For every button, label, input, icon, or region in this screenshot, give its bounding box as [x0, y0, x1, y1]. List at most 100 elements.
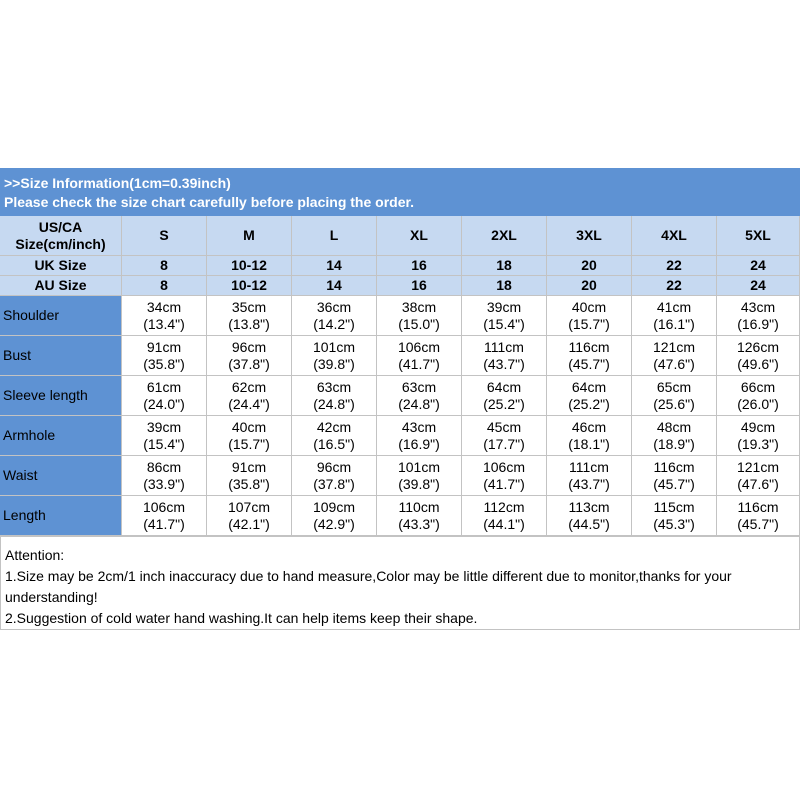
note-line: 1.Size may be 2cm/1 inch inaccuracy due …: [5, 568, 732, 605]
data-cell: 48cm (18.9"): [632, 416, 717, 456]
data-cell: 39cm (15.4"): [122, 416, 207, 456]
size-value: 14: [326, 277, 342, 293]
data-cell: 111cm (43.7"): [547, 456, 632, 496]
inch-value: (26.0"): [737, 395, 779, 412]
inch-value: (49.6"): [737, 355, 779, 372]
data-cell: 115cm (45.3"): [632, 496, 717, 536]
header-cell: 10-12: [207, 256, 292, 276]
header-cell: 22: [632, 276, 717, 296]
size-value: 16: [411, 257, 427, 273]
data-cell: 61cm (24.0"): [122, 376, 207, 416]
cm-value: 96cm: [316, 458, 352, 475]
cm-value: 36cm: [316, 298, 352, 315]
row-label: AU Size: [34, 277, 87, 293]
inch-value: (47.6"): [737, 475, 779, 492]
data-cell: 49cm (19.3"): [717, 416, 800, 456]
cm-value: 46cm: [571, 418, 607, 435]
data-cell: 36cm (14.2"): [292, 296, 377, 336]
inch-value: (14.2"): [313, 315, 355, 332]
inch-value: (45.7"): [737, 515, 779, 532]
inch-value: (16.9"): [737, 315, 779, 332]
row-label: Shoulder: [3, 307, 60, 323]
banner-line: Please check the size chart carefully be…: [4, 194, 415, 210]
inch-value: (19.3"): [737, 435, 779, 452]
data-cell: 101cm (39.8"): [377, 456, 462, 496]
cm-value: 63cm: [401, 378, 437, 395]
size-value: 10-12: [231, 257, 267, 273]
header-cell: UK Size: [0, 256, 122, 276]
header-cell: 16: [377, 276, 462, 296]
size-label: L: [329, 227, 339, 243]
data-cell: 101cm (39.8"): [292, 336, 377, 376]
inch-value: (45.7"): [653, 475, 695, 492]
cm-value: 34cm: [146, 298, 182, 315]
inch-value: (17.7"): [483, 435, 525, 452]
cm-value: 48cm: [656, 418, 692, 435]
data-cell: 91cm (35.8"): [207, 456, 292, 496]
row-label: Length: [3, 507, 46, 523]
inch-value: (42.9"): [313, 515, 355, 532]
row-label: UK Size: [34, 257, 87, 273]
data-cell: 38cm (15.0"): [377, 296, 462, 336]
inch-value: (39.8"): [313, 355, 355, 372]
cm-value: 91cm: [146, 338, 182, 355]
inch-value: (25.2"): [483, 395, 525, 412]
cm-value: 38cm: [401, 298, 437, 315]
data-cell: 66cm (26.0"): [717, 376, 800, 416]
row-label-cell: Sleeve length: [0, 376, 122, 416]
size-value: 18: [496, 257, 512, 273]
cm-value: 101cm: [397, 458, 441, 475]
data-cell: 62cm (24.4"): [207, 376, 292, 416]
data-cell: 43cm (16.9"): [717, 296, 800, 336]
header-cell: 18: [462, 276, 547, 296]
data-cell: 40cm (15.7"): [547, 296, 632, 336]
cm-value: 115cm: [653, 498, 695, 515]
size-label: M: [243, 227, 255, 243]
header-cell: 20: [547, 256, 632, 276]
row-label: Armhole: [3, 427, 56, 443]
header-cell: 18: [462, 256, 547, 276]
inch-value: (37.8"): [313, 475, 355, 492]
cm-value: 126cm: [736, 338, 780, 355]
size-value: 22: [666, 277, 682, 293]
data-cell: 42cm (16.5"): [292, 416, 377, 456]
cm-value: 111cm: [569, 458, 609, 475]
header-cell: 14: [292, 256, 377, 276]
cm-value: 107cm: [227, 498, 271, 515]
cm-value: 62cm: [231, 378, 267, 395]
header-cell: 22: [632, 256, 717, 276]
header-text: Size(cm/inch): [15, 235, 106, 252]
data-cell: 106cm (41.7"): [377, 336, 462, 376]
cm-value: 40cm: [571, 298, 607, 315]
data-cell: 110cm (43.3"): [377, 496, 462, 536]
size-value: 10-12: [231, 277, 267, 293]
header-cell: US/CA Size(cm/inch): [0, 216, 122, 256]
row-label-cell: Armhole: [0, 416, 122, 456]
data-cell: 64cm (25.2"): [547, 376, 632, 416]
header-cell: 14: [292, 276, 377, 296]
inch-value: (25.2"): [568, 395, 610, 412]
inch-value: (41.7"): [483, 475, 525, 492]
header-cell: 5XL: [717, 216, 800, 256]
inch-value: (15.0"): [398, 315, 440, 332]
cm-value: 64cm: [571, 378, 607, 395]
inch-value: (43.7"): [483, 355, 525, 372]
cm-value: 40cm: [231, 418, 267, 435]
banner: >>Size Information(1cm=0.39inch) Please …: [0, 168, 800, 216]
data-cell: 35cm (13.8"): [207, 296, 292, 336]
cm-value: 39cm: [486, 298, 522, 315]
row-label: Waist: [3, 467, 38, 483]
inch-value: (41.7"): [398, 355, 440, 372]
cm-value: 106cm: [397, 338, 441, 355]
inch-value: (16.1"): [653, 315, 695, 332]
header-cell: 3XL: [547, 216, 632, 256]
data-cell: 121cm (47.6"): [632, 336, 717, 376]
size-value: 16: [411, 277, 427, 293]
header-text: US/CA: [38, 218, 83, 235]
row-label-cell: Shoulder: [0, 296, 122, 336]
inch-value: (35.8"): [143, 355, 185, 372]
inch-value: (15.7"): [568, 315, 610, 332]
cm-value: 116cm: [653, 458, 695, 475]
data-cell: 96cm (37.8"): [207, 336, 292, 376]
inch-value: (47.6"): [653, 355, 695, 372]
